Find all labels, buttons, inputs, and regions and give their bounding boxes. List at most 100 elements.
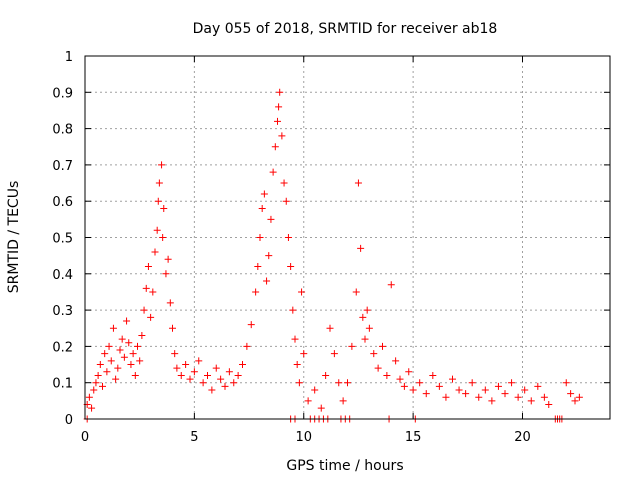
data-point — [147, 313, 155, 321]
data-point — [123, 317, 131, 325]
data-point — [449, 375, 456, 383]
data-point — [571, 397, 579, 405]
data-point — [186, 375, 194, 383]
data-point — [221, 382, 229, 390]
data-point — [275, 103, 283, 111]
data-point — [514, 393, 522, 401]
data-point — [287, 263, 295, 271]
data-point — [182, 361, 190, 369]
data-point — [166, 299, 174, 307]
data-point — [234, 371, 242, 379]
data-point — [160, 204, 168, 212]
data-point — [217, 375, 225, 383]
data-point — [330, 350, 338, 358]
data-point — [392, 357, 400, 365]
data-point — [94, 371, 102, 379]
x-tick-label: 20 — [514, 430, 531, 445]
data-point — [85, 393, 93, 401]
data-point — [92, 379, 100, 387]
data-point — [116, 346, 124, 354]
data-point — [254, 263, 262, 271]
data-point — [304, 397, 312, 405]
data-point — [195, 357, 203, 365]
data-point — [101, 350, 109, 358]
data-point — [409, 386, 417, 394]
data-point — [396, 375, 404, 383]
data-point — [567, 390, 575, 398]
data-point — [311, 386, 319, 394]
data-point — [352, 288, 360, 296]
data-point — [335, 379, 343, 387]
y-tick-label: 0.9 — [52, 86, 73, 101]
data-point — [363, 306, 371, 314]
data-point — [462, 390, 470, 398]
data-point — [230, 379, 238, 387]
data-point — [359, 313, 367, 321]
data-point — [127, 361, 135, 369]
data-point — [155, 179, 163, 187]
data-point — [354, 179, 362, 187]
data-point — [527, 397, 535, 405]
data-point — [326, 324, 334, 332]
y-tick-label: 1 — [65, 50, 73, 65]
data-point — [317, 404, 325, 412]
data-point — [136, 357, 144, 365]
y-tick-label: 0 — [65, 413, 73, 428]
y-tick-label: 0.5 — [52, 232, 73, 247]
data-point — [258, 204, 266, 212]
data-point — [508, 379, 516, 387]
data-point — [348, 342, 356, 350]
data-point — [575, 393, 583, 401]
data-point — [99, 382, 106, 390]
data-point — [140, 306, 148, 314]
data-point — [562, 379, 570, 387]
data-point — [109, 324, 117, 332]
data-point — [540, 393, 548, 401]
data-point — [177, 371, 185, 379]
data-point — [387, 281, 395, 289]
y-tick-label: 0.1 — [52, 377, 73, 392]
data-point — [96, 361, 104, 369]
data-point — [88, 404, 96, 412]
data-point — [164, 255, 172, 263]
data-point — [501, 390, 509, 398]
data-point — [488, 397, 496, 405]
data-point — [365, 324, 373, 332]
data-point — [274, 117, 281, 125]
data-point — [90, 386, 98, 394]
data-point — [265, 252, 273, 260]
data-point — [159, 234, 167, 241]
data-point — [422, 390, 430, 398]
data-point — [153, 226, 161, 234]
data-point — [429, 371, 437, 379]
data-point — [239, 361, 246, 369]
x-tick-label: 15 — [405, 430, 422, 445]
data-point — [405, 368, 413, 376]
plot-frame — [84, 55, 611, 420]
chart-title: Day 055 of 2018, SRMTID for receiver ab1… — [193, 21, 498, 37]
data-point — [103, 368, 111, 376]
grid-layer — [85, 56, 610, 419]
data-point — [263, 277, 271, 285]
data-point — [481, 386, 489, 394]
points — [83, 88, 583, 423]
data-point — [131, 371, 139, 379]
data-point — [435, 382, 443, 390]
data-point — [370, 350, 378, 358]
y-tick-label: 0.4 — [52, 268, 73, 283]
data-point — [134, 342, 141, 350]
y-tick-label: 0.6 — [52, 195, 73, 210]
data-point — [361, 335, 369, 343]
data-point — [322, 371, 330, 379]
data-point — [276, 88, 284, 96]
data-point — [149, 288, 157, 296]
data-point — [154, 197, 162, 205]
y-tick-label: 0.3 — [52, 304, 73, 319]
data-point — [383, 371, 391, 379]
x-tick-label: 10 — [295, 430, 312, 445]
data-point — [199, 379, 207, 387]
data-point — [521, 386, 529, 394]
data-point — [455, 386, 463, 394]
y-ticks: 0 0.1 0.2 0.3 0.4 0.5 0.6 0.7 0.8 0.9 1 — [52, 50, 610, 428]
